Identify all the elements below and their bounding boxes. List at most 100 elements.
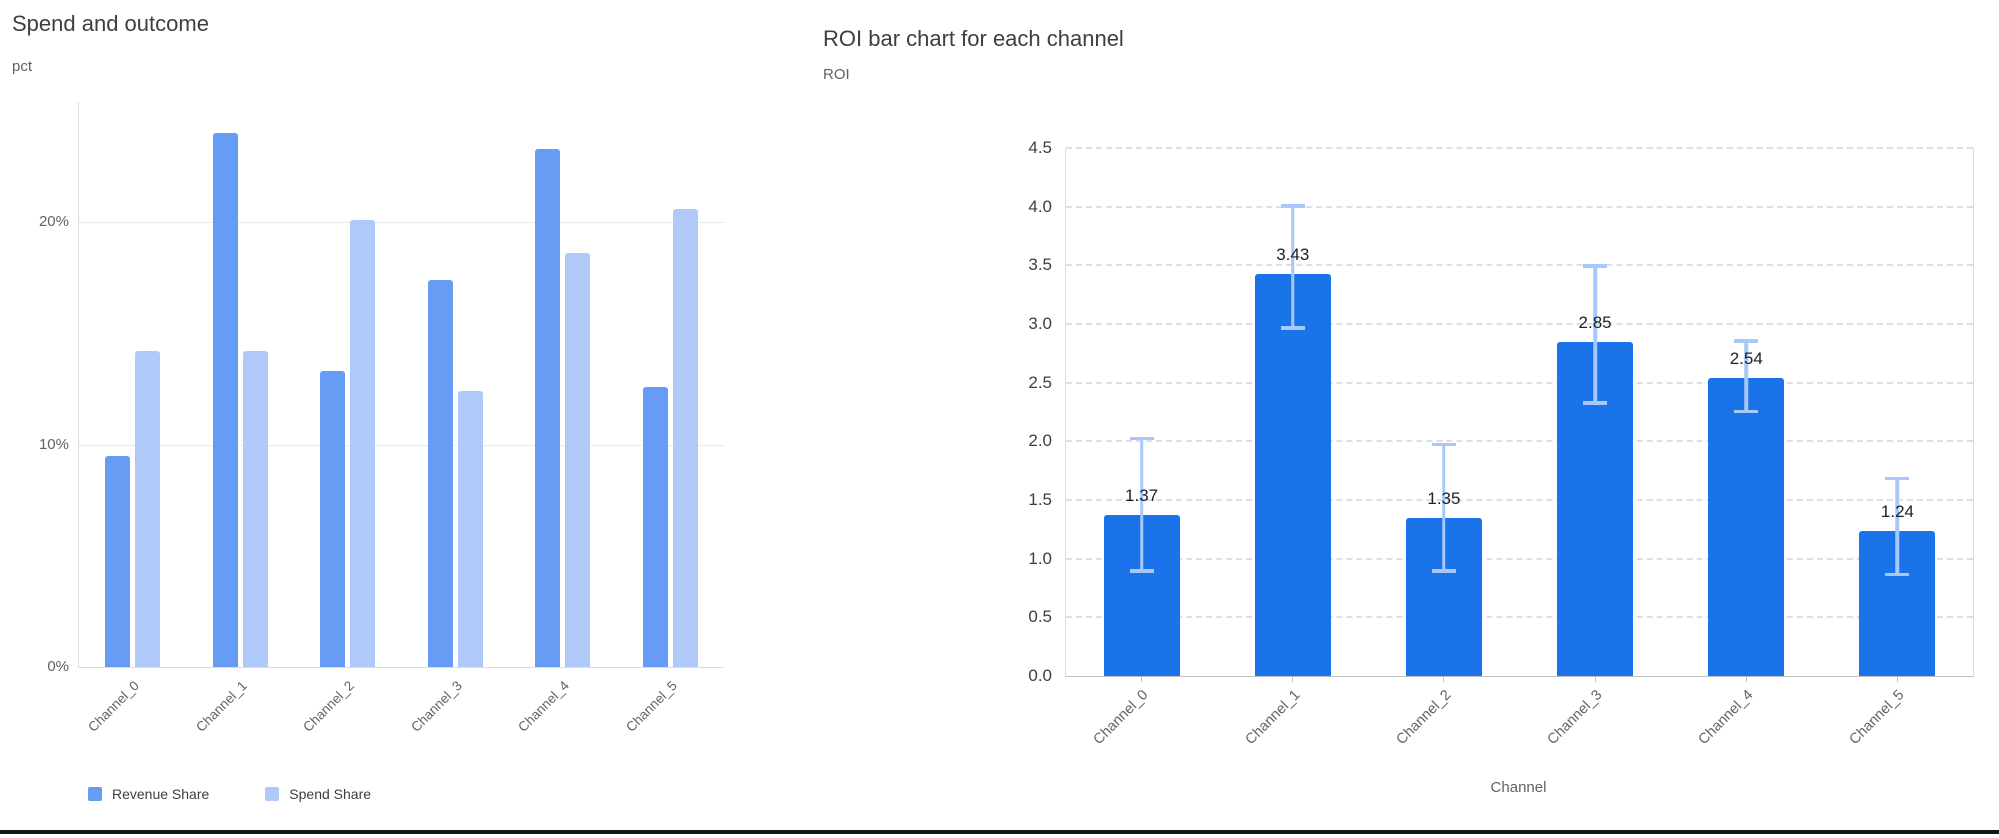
bar-revenue-share xyxy=(320,371,346,667)
bar-spend-share xyxy=(350,219,376,667)
x-axis-tick-mark xyxy=(1594,676,1596,682)
bar-group xyxy=(79,102,187,667)
bar-value-label: 2.54 xyxy=(1729,348,1763,368)
spend-outcome-title: Spend and outcome xyxy=(12,11,209,36)
y-axis-tick-label: 4.5 xyxy=(1028,138,1052,157)
x-axis-tick-mark xyxy=(1141,676,1143,682)
legend-item: Revenue Share xyxy=(88,786,209,802)
x-axis-tick-label: Channel_4 xyxy=(1695,687,1757,748)
error-bar-stem xyxy=(1895,476,1900,577)
x-tick-slot: Channel_3 xyxy=(1519,677,1670,765)
bar-group xyxy=(617,102,725,667)
error-bar-cap-bottom xyxy=(1431,569,1456,573)
error-bar-stem xyxy=(1442,442,1446,573)
x-axis-tick-label: Channel_0 xyxy=(1090,687,1152,748)
bar-spend-share xyxy=(565,253,591,667)
bar-group xyxy=(402,102,510,667)
legend-label: Spend Share xyxy=(289,786,372,802)
x-tick-slot: Channel_4 xyxy=(508,668,616,756)
x-axis-tick-label: Channel_2 xyxy=(1393,687,1455,748)
y-axis-tick-label: 1.0 xyxy=(1028,548,1052,568)
legend-swatch xyxy=(88,787,102,801)
y-axis-tick-label: 3.0 xyxy=(1028,314,1052,333)
x-axis-tick-label: Channel_1 xyxy=(1242,687,1304,748)
error-bar-cap-bottom xyxy=(1885,572,1910,577)
error-bar-cap-bottom xyxy=(1734,409,1759,414)
roi-title: ROI bar chart for each channel xyxy=(823,26,1124,51)
error-bar-cap-bottom xyxy=(1129,569,1154,573)
gridline xyxy=(1066,616,1973,619)
gridline xyxy=(1066,499,1973,501)
x-axis-tick-mark xyxy=(1745,676,1747,682)
bar-group: 1.35 xyxy=(1368,148,1519,682)
x-axis-tick-label: Channel_3 xyxy=(1544,687,1606,748)
error-bar-cap-top xyxy=(1734,339,1759,343)
error-bar xyxy=(1431,442,1456,573)
error-bar-cap-top xyxy=(1431,442,1456,447)
legend-label: Revenue Share xyxy=(112,786,210,802)
x-tick-slot: Channel_1 xyxy=(186,668,294,756)
bar-revenue-share xyxy=(105,455,131,667)
bar-group xyxy=(187,102,295,667)
bar-value-label: 1.35 xyxy=(1427,488,1461,508)
bar-group: 3.43 xyxy=(1217,148,1368,682)
legend-item: Spend Share xyxy=(265,786,371,802)
roi-x-axis-title: Channel xyxy=(1490,779,1547,796)
bar-revenue-share xyxy=(535,148,561,667)
error-bar-stem xyxy=(1593,264,1597,405)
bottom-divider xyxy=(0,830,1999,834)
bar-group xyxy=(294,102,402,667)
error-bar xyxy=(1885,476,1910,577)
x-tick-slot: Channel_0 xyxy=(1065,677,1216,765)
bar-spend-share xyxy=(457,391,483,667)
gridline xyxy=(1066,557,1973,560)
error-bar-cap-bottom xyxy=(1583,401,1608,405)
roi-plot-area: 0.0 0.5 1.0 1.5 2.0 2.5 3.0 3.5 4.0 4.5 1.37 3.43 1.… xyxy=(1028,138,1974,685)
error-bar xyxy=(1734,339,1759,414)
bar-revenue-share xyxy=(642,386,668,667)
x-axis-tick-mark xyxy=(1896,676,1898,682)
bar-spend-share xyxy=(672,208,698,667)
bar-group xyxy=(509,102,617,667)
y-axis-tick-label: 3.5 xyxy=(1028,255,1052,275)
bar-value-label: 1.24 xyxy=(1880,501,1914,521)
spend-outcome-category-axis: Channel_0 Channel_1 Channel_2 Channel_3 Chan… xyxy=(78,668,723,756)
error-bar-cap-top xyxy=(1583,264,1608,268)
x-tick-slot: Channel_5 xyxy=(616,668,724,756)
gridline xyxy=(79,444,724,446)
gridline xyxy=(1066,323,1973,325)
x-tick-slot: Channel_4 xyxy=(1670,677,1821,765)
bar-group: 2.54 xyxy=(1671,148,1822,682)
x-tick-slot: Channel_1 xyxy=(1216,677,1367,765)
x-tick-slot: Channel_0 xyxy=(78,668,186,756)
gridline xyxy=(1066,147,1973,149)
bar-groups: 1.37 3.43 1.35 2.85 2.54 1.24 xyxy=(1066,148,1973,682)
spend-outcome-chart: Spend and outcome pct 0% 10% 20% Channel_0… xyxy=(12,10,802,802)
y-axis-tick-label: 4.0 xyxy=(1028,196,1052,216)
x-axis-tick-label: Channel_4 xyxy=(515,678,573,735)
spend-outcome-value-axis-unit: pct xyxy=(12,58,33,75)
roi-bar xyxy=(1254,273,1331,676)
x-axis-tick-mark xyxy=(1443,676,1445,682)
bar-spend-share xyxy=(242,351,268,667)
spend-outcome-plot-area: 0% 10% 20% xyxy=(39,102,725,675)
x-tick-slot: Channel_2 xyxy=(1367,677,1518,765)
error-bar-cap-top xyxy=(1280,204,1305,208)
y-axis-tick-label: 10% xyxy=(38,435,69,453)
gridline xyxy=(1066,381,1973,384)
error-bar xyxy=(1280,204,1305,330)
x-tick-slot: Channel_5 xyxy=(1821,677,1972,765)
x-tick-slot: Channel_3 xyxy=(401,668,509,756)
error-bar-cap-top xyxy=(1885,476,1910,481)
error-bar-stem xyxy=(1291,204,1295,330)
roi-category-axis: Channel_0 Channel_1 Channel_2 Channel_3 Chan… xyxy=(1065,677,1972,765)
error-bar xyxy=(1583,264,1608,405)
bar-value-label: 3.43 xyxy=(1276,244,1310,264)
x-axis-tick-label: Channel_5 xyxy=(623,678,680,735)
x-axis-tick-label: Channel_5 xyxy=(1846,687,1908,748)
error-bar-cap-top xyxy=(1129,436,1154,441)
bar-spend-share xyxy=(135,351,161,667)
error-bar-stem xyxy=(1139,436,1144,573)
bar-group: 1.37 xyxy=(1066,148,1217,682)
bar-value-label: 1.37 xyxy=(1125,486,1159,506)
